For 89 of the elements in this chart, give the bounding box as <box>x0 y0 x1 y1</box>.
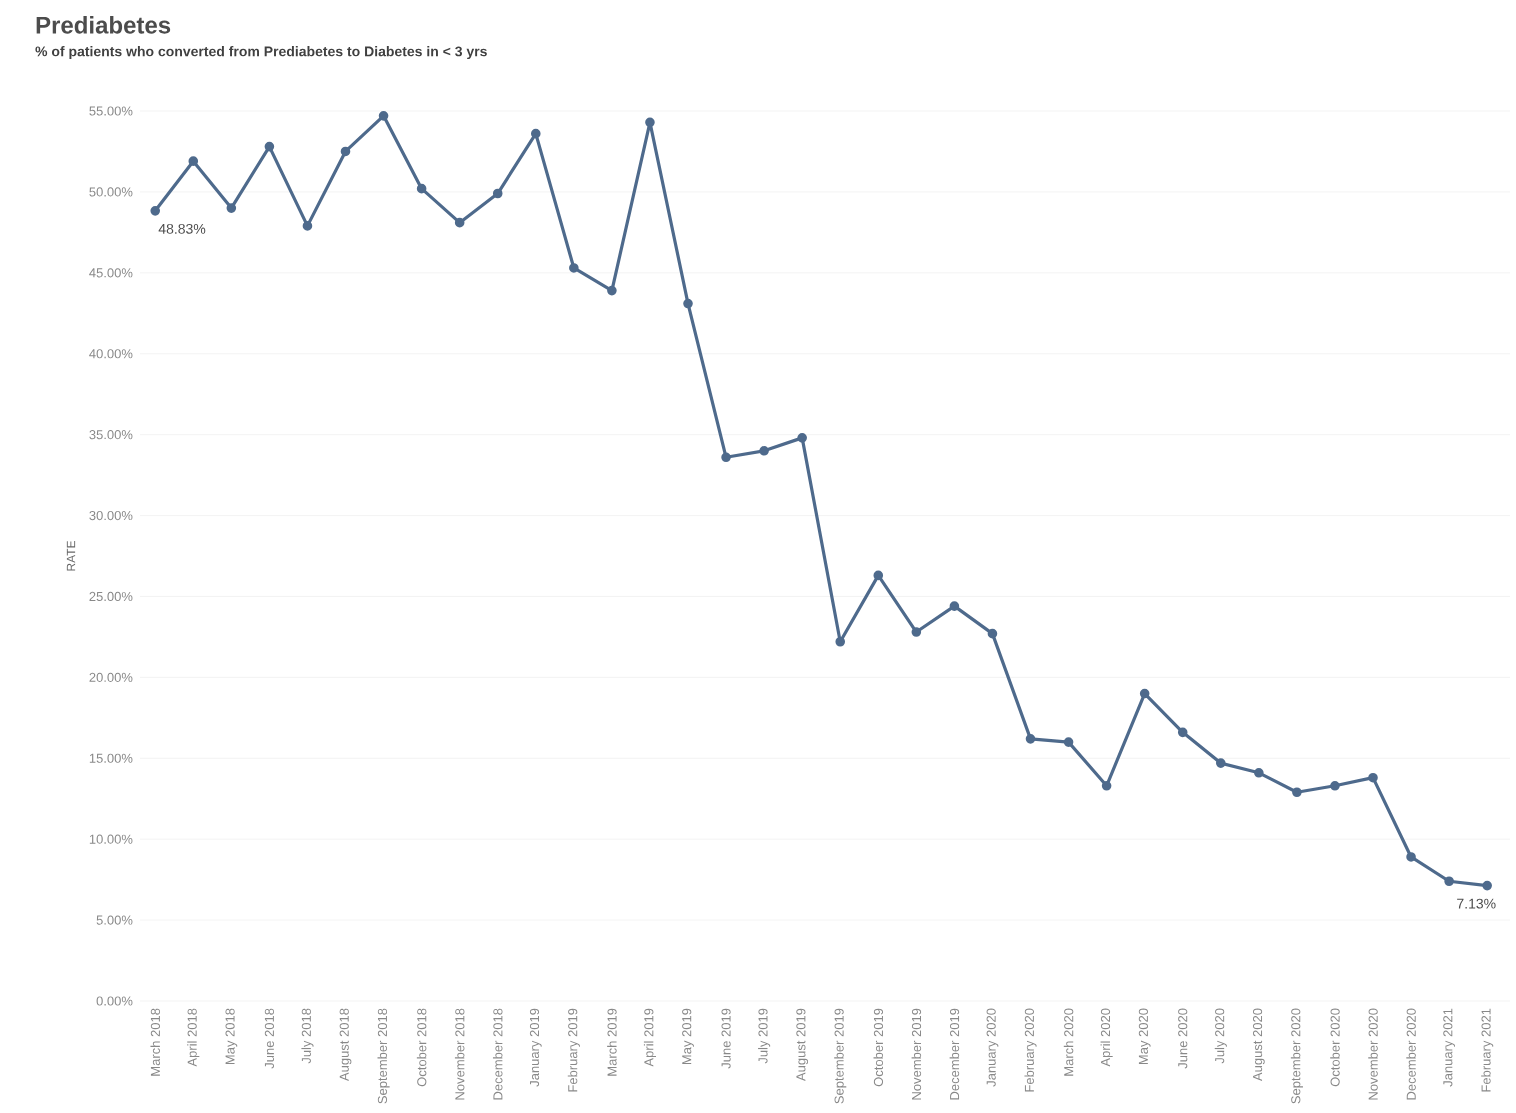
point <box>340 146 351 157</box>
x-tick-label: September 2019 <box>834 1008 847 1104</box>
y-tick-label: 55.00% <box>89 106 133 116</box>
x-tick-label: January 2019 <box>529 1008 542 1087</box>
point <box>1215 758 1226 768</box>
x-tick-label: March 2019 <box>607 1008 617 1076</box>
point <box>949 601 960 611</box>
y-tick-label: 20.00% <box>89 672 133 682</box>
x-tick-label: February 2020 <box>1024 1008 1037 1092</box>
x-tick-label: November 2020 <box>1368 1008 1378 1100</box>
point <box>1254 768 1264 778</box>
y-tick-label: 10.00% <box>89 834 133 844</box>
x-tick-label: July 2020 <box>1214 1008 1227 1064</box>
point <box>416 183 427 194</box>
x-tick-label: August 2019 <box>796 1008 809 1082</box>
point <box>873 570 884 581</box>
x-tick-label: October 2020 <box>1330 1008 1340 1087</box>
y-tick-label: 35.00% <box>89 430 133 440</box>
y-tick-label: 15.00% <box>89 753 133 763</box>
point <box>1177 727 1188 738</box>
point <box>378 111 389 121</box>
x-tick-label: December 2020 <box>1406 1008 1416 1100</box>
point <box>264 141 275 152</box>
point <box>987 628 998 639</box>
y-tick-label: 0.00% <box>96 996 133 1006</box>
x-tick-label: July 2018 <box>301 1008 314 1064</box>
chart-title: Prediabetes <box>36 16 171 34</box>
x-tick-label: December 2019 <box>949 1008 960 1100</box>
y-tick-label: 50.00% <box>89 187 133 197</box>
point <box>1406 852 1416 862</box>
point <box>1330 780 1340 791</box>
point <box>1139 688 1150 699</box>
y-tick-label: 25.00% <box>89 591 133 602</box>
y-tick-label: 30.00% <box>89 510 133 521</box>
x-tick-label: September 2020 <box>1290 1008 1303 1104</box>
x-tick-label: November 2018 <box>454 1008 465 1100</box>
point <box>1101 780 1112 791</box>
x-tick-label: May 2018 <box>225 1008 238 1065</box>
x-tick-label: May 2019 <box>682 1008 694 1065</box>
point <box>1482 880 1492 891</box>
x-tick-label: December 2018 <box>492 1008 503 1100</box>
y-tick-label: 40.00% <box>89 349 133 359</box>
x-tick-label: April 2018 <box>187 1008 200 1067</box>
point <box>1292 787 1302 798</box>
x-tick-label: October 2018 <box>416 1008 427 1087</box>
x-tick-label: March 2020 <box>1063 1008 1074 1076</box>
point <box>911 627 922 637</box>
point <box>835 636 846 647</box>
y-tick-label: 5.00% <box>96 915 133 925</box>
point <box>188 156 199 166</box>
point <box>454 217 465 228</box>
x-tick-label: March 2018 <box>150 1008 160 1076</box>
point <box>530 128 541 139</box>
point <box>797 433 807 443</box>
x-tick-label: July 2019 <box>758 1008 771 1064</box>
x-tick-label: August 2020 <box>1252 1008 1265 1082</box>
point <box>1063 737 1074 747</box>
x-tick-label: June 2020 <box>1178 1008 1188 1069</box>
point <box>683 298 693 309</box>
point <box>1025 734 1036 744</box>
point <box>759 446 769 456</box>
data-label: 7.13% <box>1457 898 1496 909</box>
x-tick-label: April 2020 <box>1100 1008 1113 1067</box>
y-tick-label: 45.00% <box>89 268 133 278</box>
chart-subtitle: % of patients who converted from Prediabetes to Diabetes in < 3 yrs <box>35 46 487 60</box>
point <box>1444 876 1454 887</box>
point <box>302 221 313 231</box>
x-tick-label: February 2021 <box>1481 1008 1494 1092</box>
point <box>645 117 655 128</box>
point <box>607 285 617 296</box>
point <box>1368 772 1378 783</box>
x-tick-label: October 2019 <box>873 1008 884 1087</box>
x-tick-label: January 2021 <box>1443 1008 1455 1087</box>
point <box>492 188 503 199</box>
x-tick-label: August 2018 <box>339 1008 352 1082</box>
point <box>569 263 579 273</box>
x-tick-label: November 2019 <box>911 1008 922 1100</box>
x-tick-label: September 2018 <box>377 1008 390 1104</box>
point <box>226 203 237 213</box>
x-tick-label: April 2019 <box>643 1008 657 1067</box>
x-tick-label: May 2020 <box>1138 1008 1151 1065</box>
data-label: 48.83% <box>158 223 206 234</box>
x-tick-label: June 2019 <box>721 1008 731 1069</box>
x-tick-label: February 2019 <box>567 1008 580 1092</box>
x-tick-label: January 2020 <box>986 1008 999 1087</box>
y-axis-title: RATE <box>66 540 76 571</box>
x-tick-label: June 2018 <box>264 1008 274 1069</box>
point <box>150 206 161 216</box>
point <box>721 452 731 463</box>
